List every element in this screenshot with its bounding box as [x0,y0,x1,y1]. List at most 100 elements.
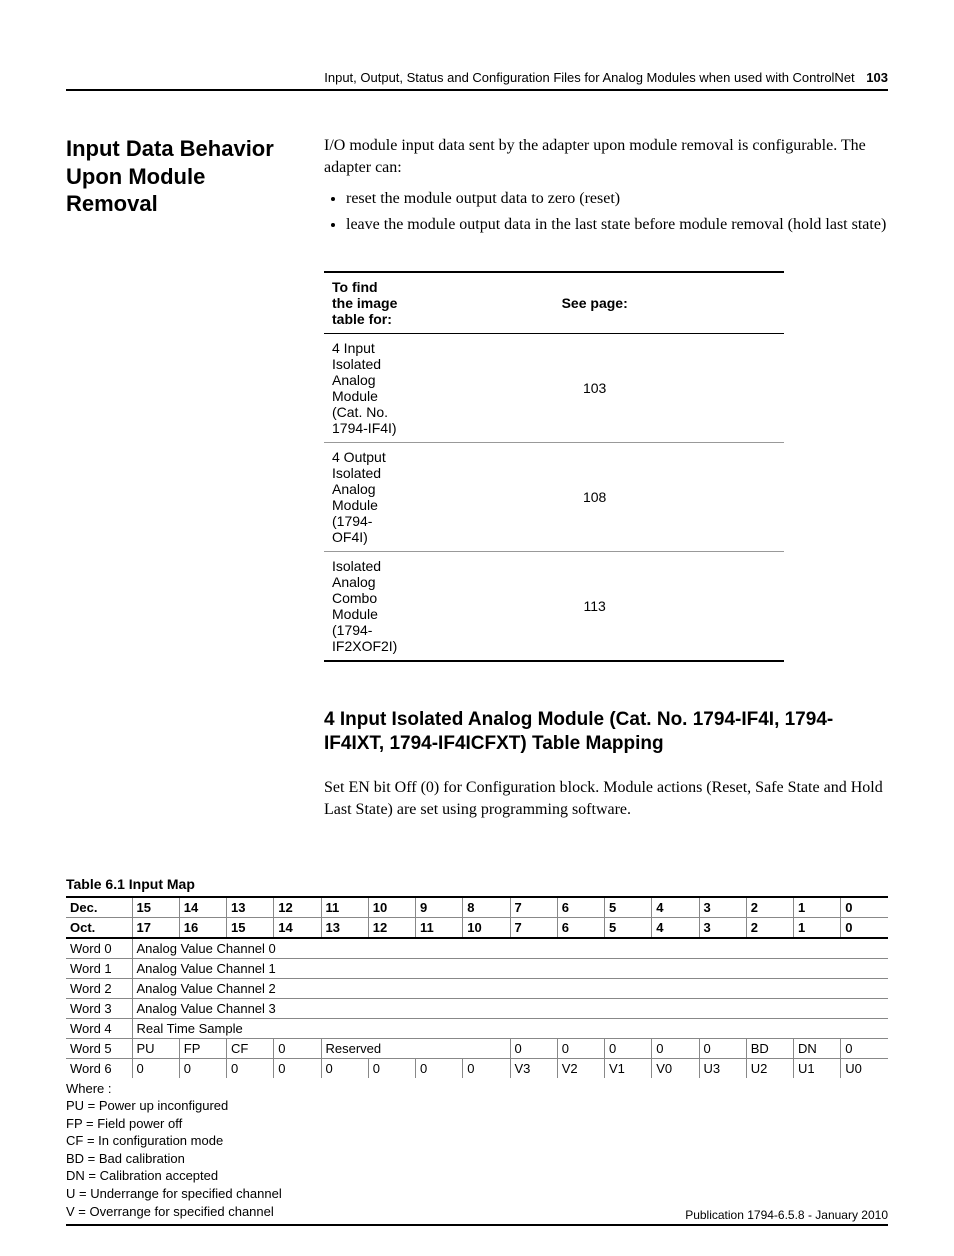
legend-where: Where : [66,1080,888,1098]
word-span: Analog Value Channel 0 [132,938,888,959]
bit-cell: 2 [746,917,793,938]
reserved-cell: Reserved [321,1038,510,1058]
bit-cell: 4 [652,897,699,918]
bit-cell: 0 [605,1038,652,1058]
bit-cell: 0 [416,1058,463,1078]
bit-cell: 12 [368,917,415,938]
bit-cell: 7 [510,917,557,938]
bit-cell: 0 [132,1058,179,1078]
word-label: Word 0 [66,938,132,959]
bit-cell: V2 [557,1058,604,1078]
bit-cell: 11 [416,917,463,938]
bullet-item: leave the module output data in the last… [346,214,888,236]
bit-cell: 7 [510,897,557,918]
ref-page: 113 [405,551,784,661]
bit-cell: U2 [746,1058,793,1078]
bit-cell: PU [132,1038,179,1058]
bit-cell: 1 [794,897,841,918]
bit-cell: 0 [557,1038,604,1058]
word-label: Word 2 [66,978,132,998]
ref-header-item: To find the image table for: [324,272,405,334]
word-span: Analog Value Channel 1 [132,958,888,978]
ref-page: 108 [405,442,784,551]
word-span: Analog Value Channel 3 [132,998,888,1018]
bit-cell: 6 [557,897,604,918]
word-span: Analog Value Channel 2 [132,978,888,998]
bit-cell: 16 [179,917,226,938]
bit-cell: 14 [179,897,226,918]
table-caption: Table 6.1 Input Map [66,876,888,892]
word-span: Real Time Sample [132,1018,888,1038]
bit-cell: 0 [841,1038,888,1058]
bit-cell: 0 [368,1058,415,1078]
bullet-item: reset the module output data to zero (re… [346,188,888,210]
ref-page: 103 [405,333,784,442]
subsection-body: Set EN bit Off (0) for Configuration blo… [324,777,888,822]
ref-item: Isolated Analog Combo Module (1794-IF2XO… [324,551,405,661]
publication-footer: Publication 1794-6.5.8 - January 2010 [685,1208,888,1222]
bit-cell: 0 [179,1058,226,1078]
legend-line: PU = Power up inconfigured [66,1097,888,1115]
bit-cell: 2 [746,897,793,918]
input-map-table: Dec. 15 14 13 12 11 10 9 8 7 6 5 4 3 2 1… [66,896,888,1078]
bit-cell: 3 [699,897,746,918]
dec-row: Dec. 15 14 13 12 11 10 9 8 7 6 5 4 3 2 1… [66,897,888,918]
bit-cell: 5 [605,897,652,918]
word-row: Word 4 Real Time Sample [66,1018,888,1038]
word-row: Word 1 Analog Value Channel 1 [66,958,888,978]
bit-cell: 0 [274,1058,321,1078]
bit-cell: U0 [841,1058,888,1078]
bit-cell: V0 [652,1058,699,1078]
bit-cell: CF [227,1038,274,1058]
legend-line: FP = Field power off [66,1115,888,1133]
word-label: Word 4 [66,1018,132,1038]
bit-cell: 0 [463,1058,510,1078]
section-heading: Input Data Behavior Upon Module Removal [66,135,296,241]
bit-cell: 3 [699,917,746,938]
word-label: Word 3 [66,998,132,1018]
bit-cell: 14 [274,917,321,938]
ref-header-page: See page: [405,272,784,334]
bit-cell: 0 [699,1038,746,1058]
section-body: I/O module input data sent by the adapte… [324,135,888,241]
word-label: Word 6 [66,1058,132,1078]
bit-cell: 11 [321,897,368,918]
legend-line: CF = In configuration mode [66,1132,888,1150]
bit-cell: V1 [605,1058,652,1078]
bit-cell: 10 [463,917,510,938]
bit-cell: 4 [652,917,699,938]
bit-cell: U1 [794,1058,841,1078]
bit-cell: 0 [510,1038,557,1058]
legend-line: BD = Bad calibration [66,1150,888,1168]
bit-cell: 17 [132,917,179,938]
word-row: Word 0 Analog Value Channel 0 [66,938,888,959]
bit-cell: BD [746,1038,793,1058]
word-row: Word 3 Analog Value Channel 3 [66,998,888,1018]
page-number: 103 [866,70,888,85]
bit-cell: DN [794,1038,841,1058]
intro-paragraph: I/O module input data sent by the adapte… [324,135,888,180]
bit-cell: 8 [463,897,510,918]
oct-row: Oct. 17 16 15 14 13 12 11 10 7 6 5 4 3 2… [66,917,888,938]
bit-cell: 5 [605,917,652,938]
bit-cell: 6 [557,917,604,938]
bit-cell: 1 [794,917,841,938]
running-title: Input, Output, Status and Configuration … [324,70,854,85]
bit-cell: 0 [274,1038,321,1058]
bit-cell: 9 [416,897,463,918]
bit-cell: 0 [227,1058,274,1078]
legend-line: U = Underrange for specified channel [66,1185,888,1203]
bit-cell: 15 [227,917,274,938]
reference-table: To find the image table for: See page: 4… [324,271,784,662]
bullet-list: reset the module output data to zero (re… [324,188,888,237]
bit-cell: 10 [368,897,415,918]
ref-item: 4 Input Isolated Analog Module (Cat. No.… [324,333,405,442]
bit-cell: 15 [132,897,179,918]
bit-cell: 13 [321,917,368,938]
bit-cell: V3 [510,1058,557,1078]
bit-cell: 0 [841,917,888,938]
dec-label: Dec. [66,897,132,918]
running-header: Input, Output, Status and Configuration … [66,70,888,91]
bit-cell: 0 [841,897,888,918]
ref-item: 4 Output Isolated Analog Module (1794-OF… [324,442,405,551]
